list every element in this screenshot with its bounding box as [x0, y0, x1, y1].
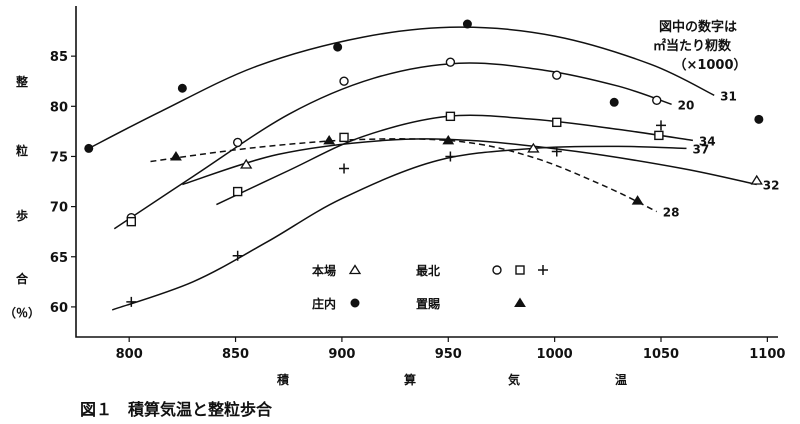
y-tick-label: 70 — [50, 201, 68, 216]
legend-marker-square-open — [515, 265, 525, 275]
point-square-open — [126, 216, 137, 227]
point-square-open — [654, 130, 664, 141]
curve-label-20: 20 — [678, 98, 695, 112]
point-triangle-filled — [442, 134, 455, 145]
legend-label: 置賜 — [416, 297, 440, 311]
y-tick-label: 85 — [50, 50, 68, 65]
point-triangle-filled — [323, 134, 336, 145]
axis-frame — [75, 6, 778, 338]
y-axis-label-char: 歩 — [16, 208, 28, 223]
point-circle-open — [445, 57, 456, 67]
curve-20 — [113, 62, 672, 230]
point-square-open — [445, 111, 456, 122]
point-plus — [656, 120, 666, 131]
point-plus — [339, 163, 350, 174]
curve-37 — [111, 145, 687, 311]
point-plus — [232, 250, 243, 261]
data-points — [84, 19, 764, 307]
point-circle-filled — [84, 143, 94, 153]
curve-label-37: 37 — [693, 142, 710, 156]
x-tick-label: 900 — [328, 347, 355, 362]
x-tick-label: 800 — [116, 347, 143, 362]
y-axis-label-char: 整 — [15, 74, 28, 89]
point-circle-filled — [609, 97, 619, 107]
point-circle-open — [339, 76, 349, 86]
point-triangle-open — [750, 174, 763, 185]
point-circle-filled — [462, 19, 472, 29]
x-tick-label: 850 — [222, 347, 249, 362]
curve-label-28: 28 — [663, 206, 680, 220]
y-tick-label: 65 — [50, 251, 68, 266]
point-square-open — [339, 132, 349, 143]
curve-label-32: 32 — [763, 179, 780, 193]
curve-label-31: 31 — [720, 89, 737, 103]
point-circle-filled — [333, 42, 343, 52]
y-tick-label: 60 — [50, 301, 68, 316]
point-triangle-open — [240, 158, 253, 169]
point-circle-open — [232, 137, 243, 148]
legend-label: 本場 — [312, 263, 336, 278]
y-axis-label-char: 粒 — [16, 143, 28, 158]
point-circle-open — [652, 95, 662, 105]
y-axis-label-char: （％） — [4, 305, 40, 320]
point-triangle-open — [527, 142, 540, 153]
y-axis-label-char: 合 — [16, 271, 29, 286]
figure-caption: 図１ 積算気温と整粒歩合 — [80, 400, 273, 419]
point-plus — [126, 296, 137, 307]
point-circle-filled — [754, 114, 764, 124]
point-triangle-filled — [631, 195, 644, 205]
point-square-open — [552, 117, 562, 128]
legend-label: 庄内 — [312, 296, 336, 311]
legend-marker-triangle-filled — [514, 297, 526, 307]
x-tick-label: 950 — [435, 347, 462, 362]
point-triangle-filled — [170, 151, 182, 161]
x-axis-label-char: 算 — [404, 372, 416, 387]
legend-marker-triangle-open — [348, 264, 362, 275]
point-circle-filled — [177, 83, 187, 93]
legend-label: 最北 — [416, 263, 440, 278]
curve-28 — [150, 138, 658, 213]
legend-marker-circle-filled — [350, 298, 360, 308]
point-circle-open — [552, 70, 562, 80]
point-plus — [445, 151, 456, 162]
point-plus — [551, 146, 562, 157]
legend-marker-plus — [538, 265, 548, 275]
axes: 800 850 900 950 1000 1050 1100 60 65 70 75 80 85 整粒歩合… — [4, 6, 785, 387]
note-line: （×1000） — [673, 57, 746, 73]
x-tick-label: 1000 — [537, 347, 573, 362]
x-axis-label-char: 温 — [615, 373, 627, 387]
curve-label-34: 34 — [699, 134, 716, 148]
note-line: 図中の数字は — [659, 19, 737, 35]
curve-32 — [182, 138, 757, 186]
x-axis-label-char: 積 — [276, 372, 290, 387]
x-tick-label: 1050 — [643, 347, 679, 362]
curve-34 — [216, 114, 694, 206]
curve-31 — [88, 26, 715, 150]
x-axis-label-char: 気 — [508, 372, 520, 387]
point-square-open — [232, 186, 243, 197]
x-tick-label: 1100 — [749, 347, 785, 362]
legend-marker-circle-open — [492, 265, 502, 275]
y-tick-label: 80 — [50, 100, 68, 115]
note-line: ㎡当たり籾数 — [653, 38, 732, 54]
y-tick-label: 75 — [50, 150, 68, 165]
